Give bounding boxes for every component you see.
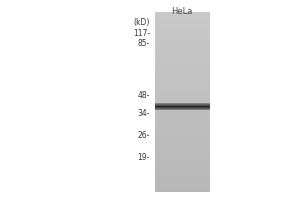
Bar — [155, 111, 210, 113]
Bar — [155, 104, 210, 105]
Bar — [155, 183, 210, 185]
Bar — [155, 138, 210, 140]
Bar — [155, 102, 210, 104]
Bar — [155, 122, 210, 124]
Bar — [155, 170, 210, 172]
Bar — [155, 64, 210, 66]
Bar — [155, 109, 210, 110]
Bar — [155, 106, 210, 107]
Bar — [155, 68, 210, 71]
Bar — [155, 88, 210, 91]
Bar — [155, 50, 210, 52]
Bar — [155, 75, 210, 77]
Bar — [155, 44, 210, 46]
Bar — [155, 62, 210, 64]
Bar — [155, 93, 210, 95]
Bar — [155, 149, 210, 152]
Bar — [155, 86, 210, 88]
Bar — [155, 48, 210, 50]
Bar — [155, 12, 210, 14]
Bar — [155, 30, 210, 32]
Bar — [155, 113, 210, 115]
Bar — [155, 14, 210, 17]
Bar — [155, 163, 210, 165]
Bar — [155, 136, 210, 138]
Bar — [155, 120, 210, 122]
Bar — [155, 142, 210, 145]
Bar — [155, 17, 210, 19]
Bar — [155, 98, 210, 100]
Text: 19-: 19- — [138, 154, 150, 162]
Bar — [155, 71, 210, 73]
Bar — [155, 107, 210, 108]
Bar — [155, 91, 210, 93]
Bar — [155, 165, 210, 167]
Bar — [155, 103, 210, 104]
Bar — [155, 127, 210, 129]
Bar — [155, 118, 210, 120]
Bar — [155, 59, 210, 62]
Bar — [155, 160, 210, 163]
Text: 48-: 48- — [138, 92, 150, 100]
Bar — [155, 52, 210, 55]
Bar — [155, 108, 210, 109]
Bar — [155, 25, 210, 28]
Text: 34-: 34- — [137, 108, 150, 117]
Bar — [155, 41, 210, 44]
Bar — [155, 57, 210, 59]
Bar — [155, 109, 210, 111]
Bar — [155, 131, 210, 134]
Bar — [155, 106, 210, 109]
Bar — [155, 152, 210, 154]
Bar — [155, 167, 210, 170]
Text: HeLa: HeLa — [171, 7, 193, 16]
Bar — [155, 39, 210, 41]
Bar — [155, 46, 210, 48]
Bar — [155, 104, 210, 106]
Text: 85-: 85- — [138, 40, 150, 48]
Bar — [155, 115, 210, 118]
Bar — [155, 176, 210, 178]
Bar — [155, 100, 210, 102]
Bar — [155, 105, 210, 106]
Bar — [155, 23, 210, 25]
Bar — [155, 172, 210, 174]
Text: 26-: 26- — [138, 130, 150, 140]
Bar — [155, 37, 210, 39]
Bar — [155, 21, 210, 23]
Bar — [155, 178, 210, 181]
Bar — [155, 66, 210, 68]
Bar — [155, 181, 210, 183]
Bar — [155, 154, 210, 156]
Text: (kD): (kD) — [134, 18, 150, 26]
Bar — [155, 129, 210, 131]
Bar — [155, 145, 210, 147]
Bar — [155, 77, 210, 79]
Bar — [155, 134, 210, 136]
Bar — [155, 82, 210, 84]
Bar — [155, 73, 210, 75]
Bar — [155, 84, 210, 86]
Bar — [155, 34, 210, 37]
Bar — [155, 190, 210, 192]
Bar — [155, 28, 210, 30]
Bar — [155, 140, 210, 142]
Bar — [155, 147, 210, 149]
Bar — [155, 19, 210, 21]
Text: 117-: 117- — [133, 29, 150, 38]
Bar — [155, 185, 210, 188]
Bar — [155, 156, 210, 158]
Bar — [155, 174, 210, 176]
Bar — [155, 32, 210, 34]
Bar — [155, 79, 210, 82]
Bar — [155, 55, 210, 57]
Bar — [155, 158, 210, 160]
Bar — [155, 188, 210, 190]
Bar — [155, 124, 210, 127]
Bar — [155, 95, 210, 98]
